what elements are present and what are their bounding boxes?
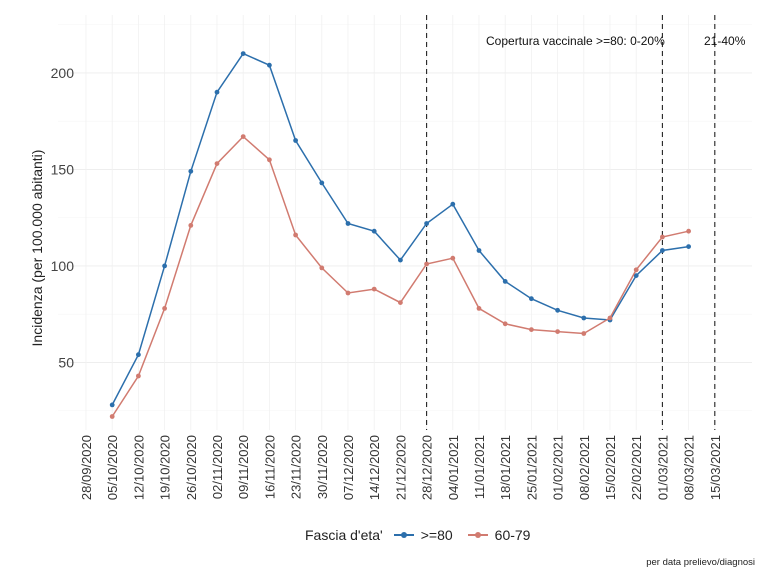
data-point	[371, 228, 377, 234]
legend-swatch-60-79	[467, 528, 489, 542]
data-point	[633, 273, 639, 278]
y-axis: 50 100 150 200	[51, 65, 75, 371]
data-point	[293, 138, 298, 143]
data-point	[607, 315, 613, 321]
x-tick-label: 11/01/2021	[472, 435, 487, 499]
legend-label-60-79: 60-79	[494, 527, 531, 543]
data-point	[424, 221, 429, 226]
data-point	[240, 51, 246, 56]
x-tick-label: 08/03/2021	[682, 435, 697, 500]
data-point	[109, 414, 115, 419]
y-tick-label: 100	[51, 258, 75, 274]
x-tick-label: 30/11/2020	[315, 435, 330, 499]
data-point	[345, 290, 351, 296]
data-point	[319, 265, 325, 271]
data-point	[240, 134, 246, 140]
data-point	[371, 286, 377, 292]
data-point	[633, 267, 639, 273]
data-series	[109, 51, 691, 419]
data-point	[398, 300, 403, 305]
coverage-annotation-1: Copertura vaccinale >=80: 0-20%	[486, 34, 665, 48]
x-tick-label: 15/03/2021	[708, 435, 723, 500]
data-point	[555, 329, 560, 334]
data-point	[502, 321, 508, 327]
y-tick-label: 200	[51, 65, 75, 81]
data-point	[136, 352, 141, 358]
x-tick-label: 26/10/2020	[184, 435, 199, 500]
legend-item-over80: >=80	[393, 527, 453, 543]
data-point	[136, 373, 141, 379]
data-point	[555, 307, 560, 313]
data-point	[686, 228, 691, 234]
data-point	[581, 315, 587, 321]
x-tick-label: 01/03/2021	[655, 435, 670, 500]
data-point	[476, 248, 482, 253]
x-tick-label: 04/01/2021	[446, 435, 461, 500]
y-tick-label: 50	[58, 354, 74, 370]
x-tick-label: 08/02/2021	[577, 435, 592, 500]
data-point	[214, 89, 220, 95]
legend-item-60-79: 60-79	[467, 527, 531, 543]
x-tick-label: 21/12/2020	[393, 435, 408, 500]
x-tick-label: 05/10/2020	[105, 435, 120, 500]
data-point	[581, 331, 587, 336]
data-point	[450, 201, 456, 207]
data-point	[686, 244, 691, 250]
x-tick-label: 12/10/2020	[131, 435, 146, 500]
data-point	[476, 306, 482, 311]
x-tick-label: 19/10/2020	[158, 435, 173, 500]
legend: Fascia d'eta' >=80 60-79	[305, 527, 544, 543]
data-point	[529, 327, 534, 332]
x-tick-label: 14/12/2020	[367, 435, 382, 500]
x-tick-label: 23/11/2020	[289, 435, 304, 499]
x-tick-label: 09/11/2020	[236, 435, 251, 499]
x-tick-label: 16/11/2020	[262, 435, 277, 499]
x-tick-label: 02/11/2020	[210, 435, 225, 499]
x-axis: 28/09/2020 05/10/2020 12/10/2020 19/10/2020…	[79, 435, 723, 500]
data-point	[267, 62, 272, 68]
data-point	[345, 221, 351, 226]
data-point	[267, 157, 272, 163]
data-point	[450, 255, 456, 261]
data-point	[293, 232, 298, 238]
legend-title: Fascia d'eta'	[305, 527, 383, 543]
x-tick-label: 28/12/2020	[420, 435, 435, 500]
x-tick-label: 15/02/2021	[603, 435, 618, 500]
x-tick-label: 25/01/2021	[524, 435, 539, 500]
data-point	[162, 263, 168, 269]
data-point	[660, 234, 665, 240]
data-point	[214, 161, 220, 167]
x-tick-label: 01/02/2021	[551, 435, 566, 500]
grid	[58, 15, 752, 430]
data-point	[188, 223, 194, 228]
data-point	[188, 168, 194, 174]
data-point	[109, 402, 115, 408]
x-tick-label: 07/12/2020	[341, 435, 356, 500]
coverage-annotation-2: 21-40%	[704, 34, 746, 48]
data-point	[319, 180, 325, 186]
y-axis-label: Incidenza (per 100.000 abitanti)	[29, 150, 45, 347]
x-tick-label: 28/09/2020	[79, 435, 94, 500]
data-point	[660, 248, 665, 253]
caption: per data prelievo/diagnosi	[646, 557, 755, 568]
data-point	[398, 257, 403, 263]
data-point	[162, 306, 168, 311]
data-point	[502, 279, 508, 284]
data-point	[424, 261, 429, 267]
legend-swatch-over80	[393, 528, 415, 542]
x-tick-label: 22/02/2021	[629, 435, 644, 500]
y-tick-label: 150	[51, 161, 75, 177]
vaccination-period-lines	[426, 15, 716, 430]
x-tick-label: 18/01/2021	[498, 435, 513, 500]
legend-label-over80: >=80	[420, 527, 453, 543]
data-point	[529, 296, 534, 302]
